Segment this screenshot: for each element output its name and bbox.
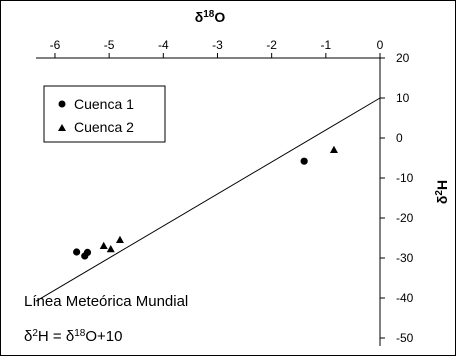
point-cuenca-2 (115, 235, 124, 243)
legend-box (43, 85, 166, 143)
legend-label-cuenca-1: Cuenca 1 (74, 96, 134, 112)
legend: Cuenca 1 Cuenca 2 (43, 85, 166, 143)
y-tick-label: -30 (396, 251, 414, 265)
x-tick-label: 0 (377, 38, 384, 52)
legend-marker-triangle (58, 124, 66, 131)
x-axis-title: δ18O (195, 9, 226, 25)
y-tick-label: 0 (396, 131, 403, 145)
y-tick-label: -20 (396, 211, 414, 225)
point-cuenca-1 (83, 248, 92, 256)
x-tick-label: -1 (320, 38, 331, 52)
y-tick-label: 20 (396, 51, 410, 65)
y-tick-label: -10 (396, 171, 414, 185)
y-tick-label: 10 (396, 91, 410, 105)
x-tick-label: -2 (266, 38, 277, 52)
point-cuenca-1 (73, 248, 81, 256)
point-cuenca-1 (300, 157, 308, 165)
x-tick-label: -4 (158, 38, 169, 52)
line-equation: δ2H = δ18O+10 (24, 328, 122, 345)
point-cuenca-2 (329, 145, 338, 153)
y-tick-label: -50 (396, 331, 414, 345)
y-tick-label: -40 (396, 291, 414, 305)
data-points (73, 145, 338, 260)
y-axis-title: δ2H (434, 180, 450, 204)
legend-marker-circle (58, 100, 66, 108)
point-cuenca-2 (106, 245, 115, 253)
x-tick-label: -3 (212, 38, 223, 52)
legend-label-cuenca-2: Cuenca 2 (74, 119, 134, 135)
meteoric-water-line (35, 97, 381, 302)
y-axis-ticks: 20 10 0 -10 -20 -30 -40 -50 (380, 51, 414, 345)
line-label: Línea Meteórica Mundial (24, 293, 188, 310)
x-tick-label: -5 (104, 38, 115, 52)
x-axis-ticks: -6 -5 -4 -3 -2 -1 0 (50, 38, 384, 58)
point-cuenca-2 (99, 241, 108, 249)
x-tick-label: -6 (50, 38, 61, 52)
